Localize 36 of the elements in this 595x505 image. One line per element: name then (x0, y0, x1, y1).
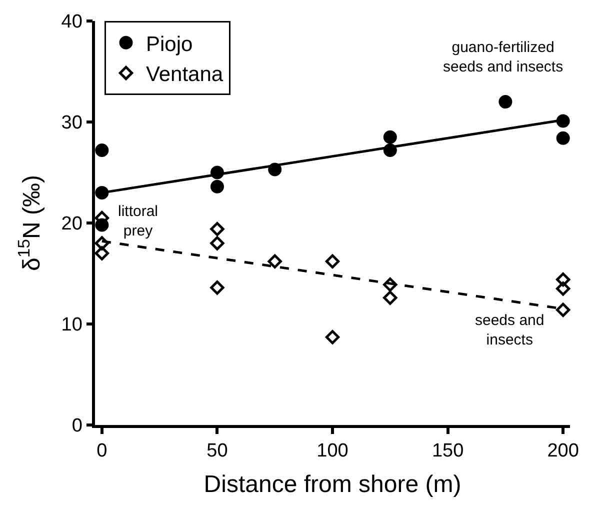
x-tick-label: 0 (96, 440, 108, 462)
point (210, 280, 224, 295)
point (210, 236, 224, 250)
point (556, 302, 570, 317)
point (325, 330, 340, 344)
point (556, 272, 570, 287)
annotation: guano-fertilized seeds and insects (443, 39, 564, 76)
y-tick-label: 10 (61, 314, 82, 336)
point (556, 282, 570, 296)
point (95, 186, 109, 200)
point (210, 222, 224, 236)
annotation: seeds and insects (475, 312, 544, 348)
x-tick-label: 150 (432, 440, 464, 462)
point (268, 254, 282, 268)
point (498, 95, 512, 109)
x-tick-label: 50 (206, 440, 228, 462)
point (94, 236, 110, 250)
y-tick-label: 20 (61, 214, 82, 235)
legend-label: Piojo (146, 32, 193, 56)
point (383, 130, 397, 144)
x-tick-label: 100 (316, 440, 348, 462)
x-axis-title: Distance from shore (m) (204, 470, 462, 498)
x-tick-label: 200 (547, 440, 579, 462)
y-tick-label: 0 (72, 416, 82, 437)
point (210, 180, 224, 194)
point (556, 114, 570, 128)
y-tick-label: 30 (61, 112, 82, 134)
point (325, 254, 340, 268)
legend-label: Ventana (146, 63, 224, 86)
point (383, 278, 398, 292)
y-tick-label: 40 (61, 12, 82, 33)
annotation: littoral prey (118, 203, 158, 240)
point (94, 246, 110, 260)
point (95, 144, 109, 158)
point (383, 290, 398, 305)
point (556, 131, 570, 145)
